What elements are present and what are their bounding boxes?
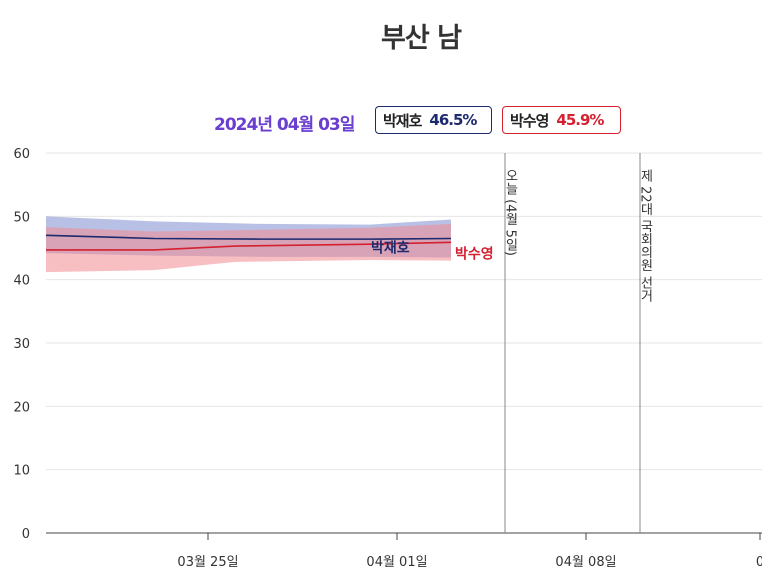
series-label: 박재호: [371, 240, 410, 257]
confidence-band: [46, 223, 451, 273]
series-label: 박수영: [455, 245, 494, 262]
x-tick-label: 04월 08일: [555, 555, 616, 570]
y-tick-label: 0: [22, 527, 30, 542]
candidate-badge-1-value: 46.5%: [429, 111, 477, 129]
page-title: 부산 남: [381, 23, 462, 54]
series-line: [46, 241, 452, 251]
y-tick-label: 60: [13, 147, 30, 162]
x-tick-label: 0: [756, 555, 762, 570]
event-label: 오늘 (4월 5일): [503, 169, 518, 256]
y-tick-label: 20: [13, 400, 30, 415]
candidate-badge-2-value: 45.9%: [556, 111, 604, 129]
x-tick-label: 03월 25일: [177, 555, 238, 570]
y-tick-label: 10: [13, 464, 30, 479]
series-line: [45, 234, 452, 240]
event-label: 제 22대 국회의원 선거: [638, 169, 653, 302]
y-tick-label: 50: [13, 210, 30, 225]
x-tick-label: 04월 01일: [366, 555, 427, 570]
candidate-badge-2: 박수영 45.9%: [502, 106, 621, 134]
candidate-badge-1: 박재호 46.5%: [375, 106, 492, 134]
date-label: 2024년 04월 03일: [214, 115, 355, 135]
candidate-badge-2-name: 박수영: [510, 111, 549, 130]
y-tick-label: 40: [13, 274, 30, 289]
candidate-badge-1-name: 박재호: [383, 111, 422, 130]
summary-row: 2024년 04월 03일 박재호 46.5% 박수영 45.9%: [0, 106, 762, 136]
y-tick-label: 30: [13, 337, 30, 352]
